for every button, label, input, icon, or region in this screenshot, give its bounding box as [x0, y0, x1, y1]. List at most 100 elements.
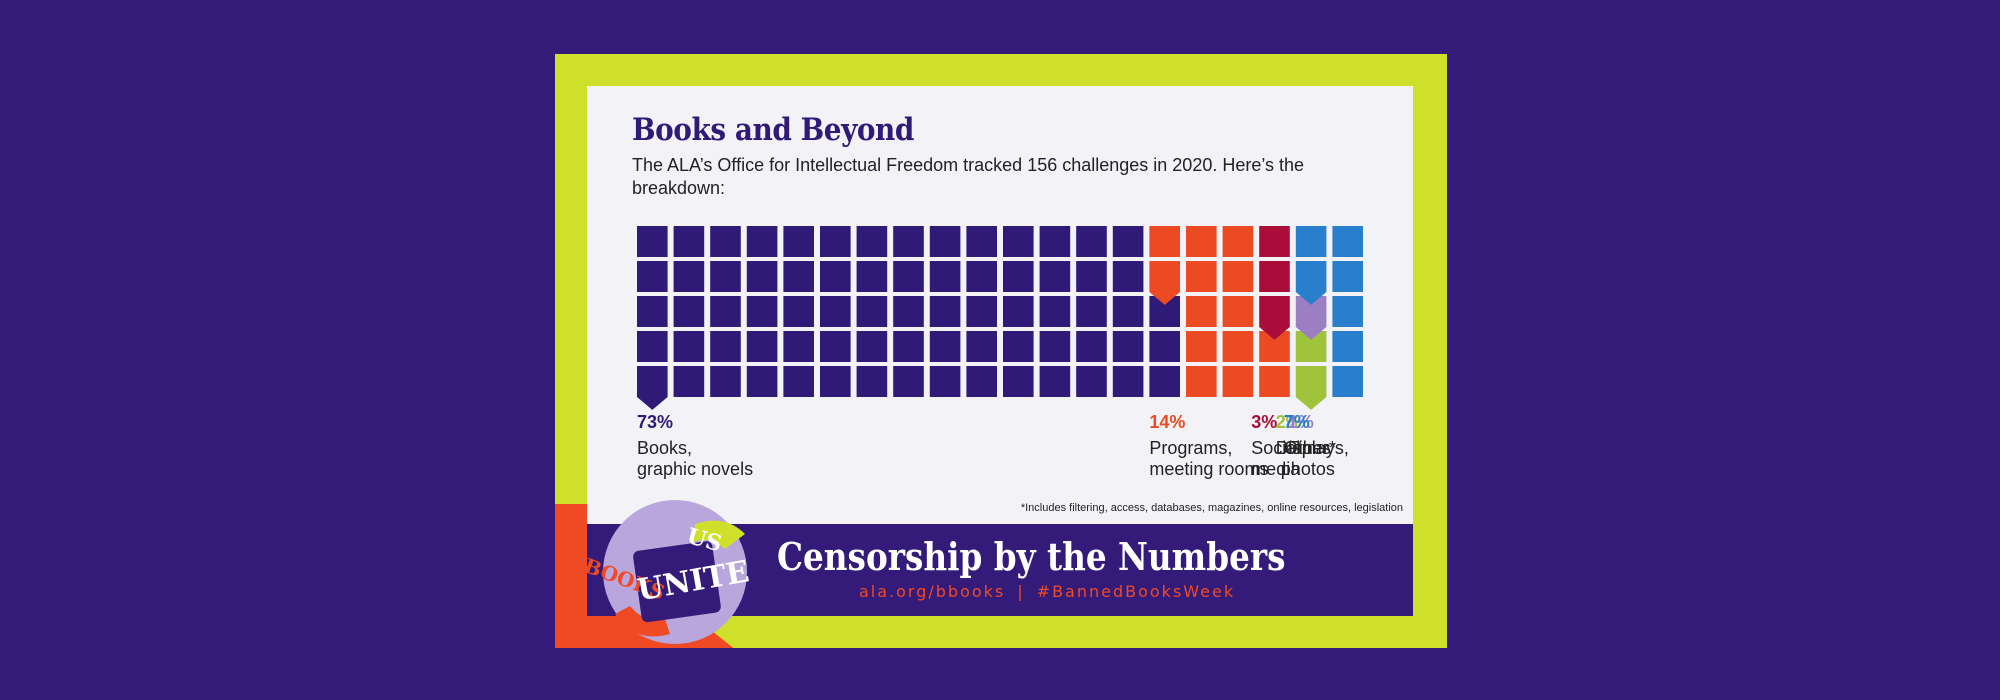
waffle-cell — [966, 331, 997, 362]
waffle-cell — [673, 366, 705, 397]
waffle-cell — [1003, 261, 1034, 292]
banner-title: Censorship by the Numbers — [777, 534, 1286, 579]
waffle-cell — [966, 296, 997, 327]
waffle-cell — [1259, 261, 1290, 292]
category-label: 73% Books, graphic novels — [637, 412, 753, 480]
banner-links: ala.org/bbooks | #BannedBooksWeek — [859, 582, 1235, 601]
waffle-cell — [746, 366, 778, 397]
category-label: 7% Other* — [1284, 412, 1336, 459]
waffle-cell — [783, 296, 814, 327]
waffle-cell — [1222, 226, 1254, 257]
waffle-cell — [710, 261, 741, 292]
waffle-cell — [1149, 366, 1180, 397]
footnote: *Includes filtering, access, databases, … — [1020, 502, 1403, 514]
waffle-cell — [1259, 366, 1290, 397]
waffle-chart — [637, 226, 1363, 410]
waffle-cell — [673, 226, 705, 257]
waffle-cell — [929, 296, 961, 327]
waffle-cell — [1039, 296, 1071, 327]
waffle-pointer-cell — [1295, 296, 1327, 340]
waffle-cell — [1003, 366, 1034, 397]
banner-hashtag[interactable]: #BannedBooksWeek — [1036, 582, 1236, 601]
chart-panel: Books and Beyond The ALA’s Office for In… — [587, 86, 1413, 524]
waffle-cell — [1112, 226, 1144, 257]
waffle-cell — [893, 261, 924, 292]
waffle-cell — [1076, 366, 1107, 397]
banner-url[interactable]: ala.org/bbooks — [859, 582, 1006, 601]
category-percent: 1% — [1287, 412, 1314, 432]
waffle-cell — [1039, 226, 1071, 257]
waffle-cell — [637, 261, 668, 292]
category-label: 1% Films — [1288, 412, 1331, 459]
waffle-cell — [1222, 261, 1254, 292]
waffle-cell — [1222, 331, 1254, 362]
waffle-cell — [856, 331, 888, 362]
waffle-cell — [710, 226, 741, 257]
waffle-cell — [783, 331, 814, 362]
category-percent: 14% — [1149, 412, 1186, 432]
waffle-cell — [1332, 226, 1363, 257]
waffle-cell — [746, 226, 778, 257]
waffle-cell — [1112, 261, 1144, 292]
logo-hand-orange — [615, 606, 670, 637]
waffle-cell — [1332, 366, 1363, 397]
waffle-cell — [929, 226, 961, 257]
waffle-cell — [929, 366, 961, 397]
logo-book — [633, 541, 721, 623]
waffle-cell — [673, 261, 705, 292]
waffle-cell — [856, 261, 888, 292]
books-unite-us-logo: BOOKS UNITE US — [581, 500, 752, 644]
waffle-cell — [893, 366, 924, 397]
waffle-cell — [820, 226, 851, 257]
waffle-cell — [1332, 296, 1363, 327]
waffle-cell — [820, 331, 851, 362]
waffle-cell — [1332, 331, 1363, 362]
banner-separator: | — [1017, 582, 1025, 601]
waffle-cell — [710, 366, 741, 397]
waffle-cell — [1186, 296, 1217, 327]
waffle-cell — [1222, 366, 1254, 397]
waffle-cell — [1039, 366, 1071, 397]
waffle-cell — [1186, 366, 1217, 397]
category-label: 2% Displays, photos — [1276, 412, 1349, 480]
waffle-cell — [637, 331, 668, 362]
category-name: Other* — [1283, 438, 1336, 458]
waffle-cell — [1112, 331, 1144, 362]
waffle-cell — [820, 261, 851, 292]
waffle-cell — [783, 261, 814, 292]
waffle-cell — [1003, 226, 1034, 257]
category-name: Displays, photos — [1275, 438, 1349, 479]
waffle-cell — [966, 226, 997, 257]
chart-intro: The ALA’s Office for Intellectual Freedo… — [632, 155, 1305, 198]
waffle-cell — [966, 366, 997, 397]
category-percent: 2% — [1275, 412, 1302, 432]
waffle-cell — [893, 226, 924, 257]
category-name: Books, graphic novels — [637, 438, 754, 479]
waffle-cell — [929, 261, 961, 292]
waffle-cell — [637, 226, 668, 257]
category-percent: 7% — [1283, 412, 1310, 432]
category-name: Films — [1287, 438, 1331, 458]
waffle-cell — [1112, 296, 1144, 327]
waffle-cell — [746, 261, 778, 292]
waffle-pointer-cell — [637, 366, 668, 410]
waffle-cell — [929, 331, 961, 362]
waffle-cell — [1039, 331, 1071, 362]
waffle-pointer-cell — [1295, 261, 1327, 305]
waffle-cell — [856, 366, 888, 397]
waffle-cell — [1222, 296, 1254, 327]
waffle-cell — [1186, 261, 1217, 292]
infographic-card: Books and Beyond The ALA’s Office for In… — [555, 54, 1447, 648]
waffle-cell — [783, 366, 814, 397]
category-label: 3% Social media — [1251, 412, 1300, 480]
waffle-cell — [1003, 331, 1034, 362]
waffle-pointer-cell — [1295, 366, 1327, 410]
category-name: Social media — [1251, 438, 1301, 479]
waffle-cell — [673, 296, 705, 327]
waffle-cell — [1186, 331, 1217, 362]
waffle-cell — [966, 261, 997, 292]
waffle-pointer-cell — [1259, 296, 1290, 340]
waffle-cell — [820, 366, 851, 397]
waffle-cell — [1259, 226, 1290, 257]
waffle-cell — [783, 226, 814, 257]
